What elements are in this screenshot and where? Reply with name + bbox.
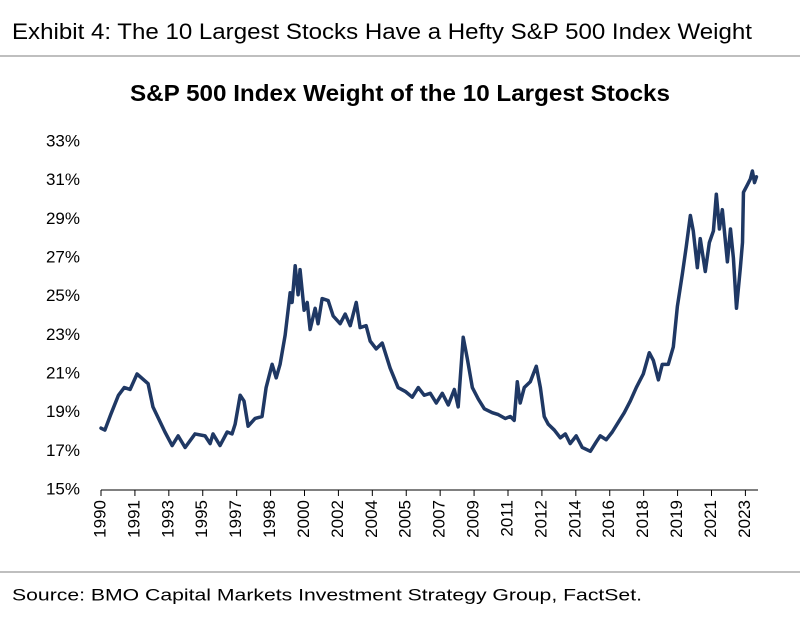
x-tick-label: 2009 bbox=[464, 500, 483, 538]
x-tick-label: 1993 bbox=[158, 500, 177, 538]
y-tick-label: 17% bbox=[46, 441, 80, 460]
y-tick-label: 33% bbox=[46, 131, 80, 150]
y-tick-label: 29% bbox=[46, 209, 80, 228]
y-tick-label: 15% bbox=[46, 479, 80, 498]
x-tick-label: 2023 bbox=[735, 500, 754, 538]
x-tick-label: 2011 bbox=[497, 500, 516, 537]
exhibit-header: Exhibit 4: The 10 Largest Stocks Have a … bbox=[12, 19, 752, 44]
x-tick-label: 2019 bbox=[667, 500, 686, 538]
x-tick-label: 2021 bbox=[701, 500, 720, 538]
x-tick-label: 2014 bbox=[565, 500, 584, 538]
x-tick-label: 2002 bbox=[328, 500, 347, 538]
source-note: Source: BMO Capital Markets Investment S… bbox=[12, 585, 642, 604]
x-tick-label: 2007 bbox=[430, 500, 449, 538]
x-tick-label: 1991 bbox=[124, 500, 143, 538]
y-tick-label: 23% bbox=[46, 325, 80, 344]
chart-title: S&P 500 Index Weight of the 10 Largest S… bbox=[130, 80, 670, 106]
y-tick-label: 25% bbox=[46, 286, 80, 305]
x-tick-label: 2012 bbox=[531, 500, 550, 538]
x-tick-label: 1998 bbox=[260, 500, 279, 538]
x-tick-label: 1995 bbox=[192, 500, 211, 538]
y-tick-label: 27% bbox=[46, 247, 80, 266]
x-tick-label: 2005 bbox=[396, 500, 415, 538]
y-tick-label: 21% bbox=[46, 363, 80, 382]
x-tick-label: 2000 bbox=[294, 500, 313, 538]
data-line bbox=[99, 169, 759, 454]
y-tick-label: 31% bbox=[46, 170, 80, 189]
x-tick-label: 2004 bbox=[362, 500, 381, 538]
y-tick-label: 19% bbox=[46, 402, 80, 421]
x-tick-label: 1990 bbox=[90, 500, 109, 538]
x-tick-label: 2016 bbox=[599, 500, 618, 538]
x-tick-label: 1997 bbox=[226, 500, 245, 538]
x-tick-label: 2018 bbox=[633, 500, 652, 538]
